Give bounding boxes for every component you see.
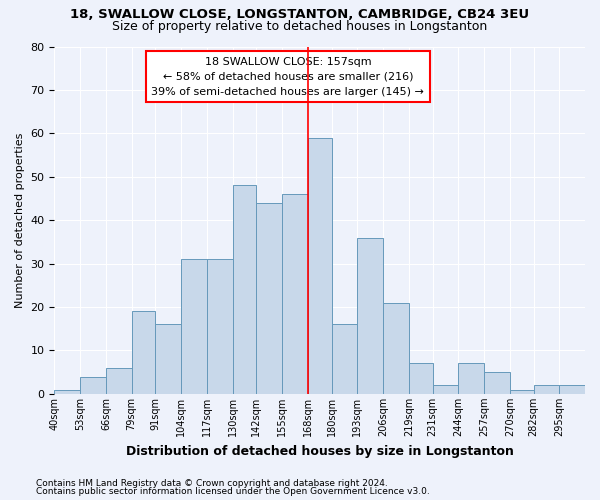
Bar	[358, 238, 383, 394]
Bar	[383, 302, 409, 394]
Bar	[433, 385, 458, 394]
Bar	[155, 324, 181, 394]
Bar	[409, 364, 433, 394]
Bar	[533, 385, 559, 394]
Bar	[510, 390, 533, 394]
Text: 18, SWALLOW CLOSE, LONGSTANTON, CAMBRIDGE, CB24 3EU: 18, SWALLOW CLOSE, LONGSTANTON, CAMBRIDG…	[70, 8, 530, 20]
Bar	[282, 194, 308, 394]
Bar	[458, 364, 484, 394]
Bar	[181, 260, 207, 394]
Bar	[484, 372, 510, 394]
Bar	[106, 368, 131, 394]
Text: 18 SWALLOW CLOSE: 157sqm
← 58% of detached houses are smaller (216)
39% of semi-: 18 SWALLOW CLOSE: 157sqm ← 58% of detach…	[151, 57, 424, 96]
Text: Contains public sector information licensed under the Open Government Licence v3: Contains public sector information licen…	[36, 487, 430, 496]
Bar	[55, 390, 80, 394]
Y-axis label: Number of detached properties: Number of detached properties	[15, 132, 25, 308]
Text: Size of property relative to detached houses in Longstanton: Size of property relative to detached ho…	[112, 20, 488, 33]
Bar	[80, 376, 106, 394]
X-axis label: Distribution of detached houses by size in Longstanton: Distribution of detached houses by size …	[126, 444, 514, 458]
Bar	[256, 203, 282, 394]
Bar	[207, 260, 233, 394]
Bar	[559, 385, 585, 394]
Bar	[308, 138, 332, 394]
Text: Contains HM Land Registry data © Crown copyright and database right 2024.: Contains HM Land Registry data © Crown c…	[36, 478, 388, 488]
Bar	[233, 186, 256, 394]
Bar	[332, 324, 358, 394]
Bar	[131, 312, 155, 394]
